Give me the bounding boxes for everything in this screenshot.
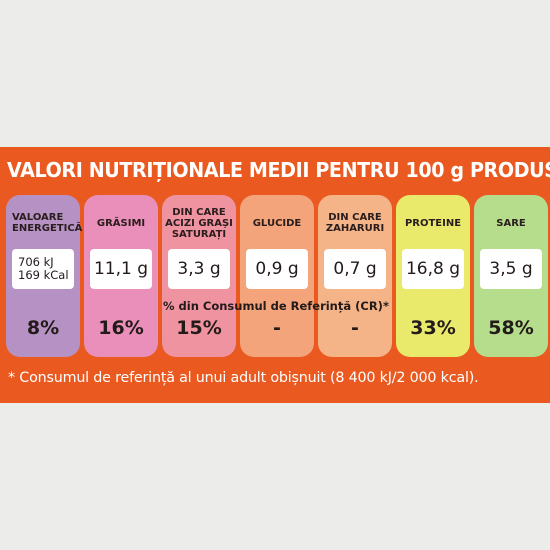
nutrient-percent: 8% — [26, 317, 60, 339]
nutrient-column-saturated-fat: DIN CARE ACIZI GRAȘI SATURAȚI 3,3 g 15% — [162, 195, 236, 357]
nutrient-column-fat: GRĂSIMI 11,1 g 16% — [84, 195, 158, 357]
nutrient-percent: 15% — [176, 317, 222, 339]
nutrient-value: 3,5 g — [480, 249, 542, 289]
nutrient-header: VALOARE ENERGETICĂ — [12, 212, 83, 234]
nutrient-header: PROTEINE — [404, 217, 462, 229]
reference-intake-label: % din Consumul de Referință (CR)* — [163, 299, 389, 313]
nutrient-value: 3,3 g — [168, 249, 230, 289]
nutrient-header: DIN CARE ACIZI GRAȘI SATURAȚI — [165, 206, 233, 240]
nutrient-percent: - — [351, 317, 359, 339]
nutrient-value: 706 kJ 169 kCal — [12, 249, 74, 289]
nutrient-value: 16,8 g — [402, 249, 464, 289]
nutrient-percent: 16% — [98, 317, 144, 339]
nutrient-column-sugars: DIN CARE ZAHARURI 0,7 g - — [318, 195, 392, 357]
nutrient-column-carbohydrate: GLUCIDE 0,9 g - — [240, 195, 314, 357]
nutrient-header: SARE — [496, 217, 526, 229]
nutrient-header: GRĂSIMI — [96, 217, 146, 229]
nutrient-header: DIN CARE ZAHARURI — [325, 212, 385, 234]
nutrient-percent: - — [273, 317, 281, 339]
nutrient-value: 0,9 g — [246, 249, 308, 289]
nutrient-column-salt: SARE 3,5 g 58% — [474, 195, 548, 357]
nutrient-column-energy: VALOARE ENERGETICĂ 706 kJ 169 kCal 8% — [6, 195, 83, 357]
nutrient-header: GLUCIDE — [252, 217, 302, 229]
nutrient-column-protein: PROTEINE 16,8 g 33% — [396, 195, 470, 357]
nutrient-value: 11,1 g — [90, 249, 152, 289]
nutrient-percent: 58% — [488, 317, 534, 339]
nutrient-percent: 33% — [410, 317, 456, 339]
footnote: * Consumul de referință al unui adult ob… — [8, 370, 479, 386]
nutrient-value: 0,7 g — [324, 249, 386, 289]
nutrition-title: VALORI NUTRIȚIONALE MEDII PENTRU 100 g P… — [7, 158, 550, 182]
